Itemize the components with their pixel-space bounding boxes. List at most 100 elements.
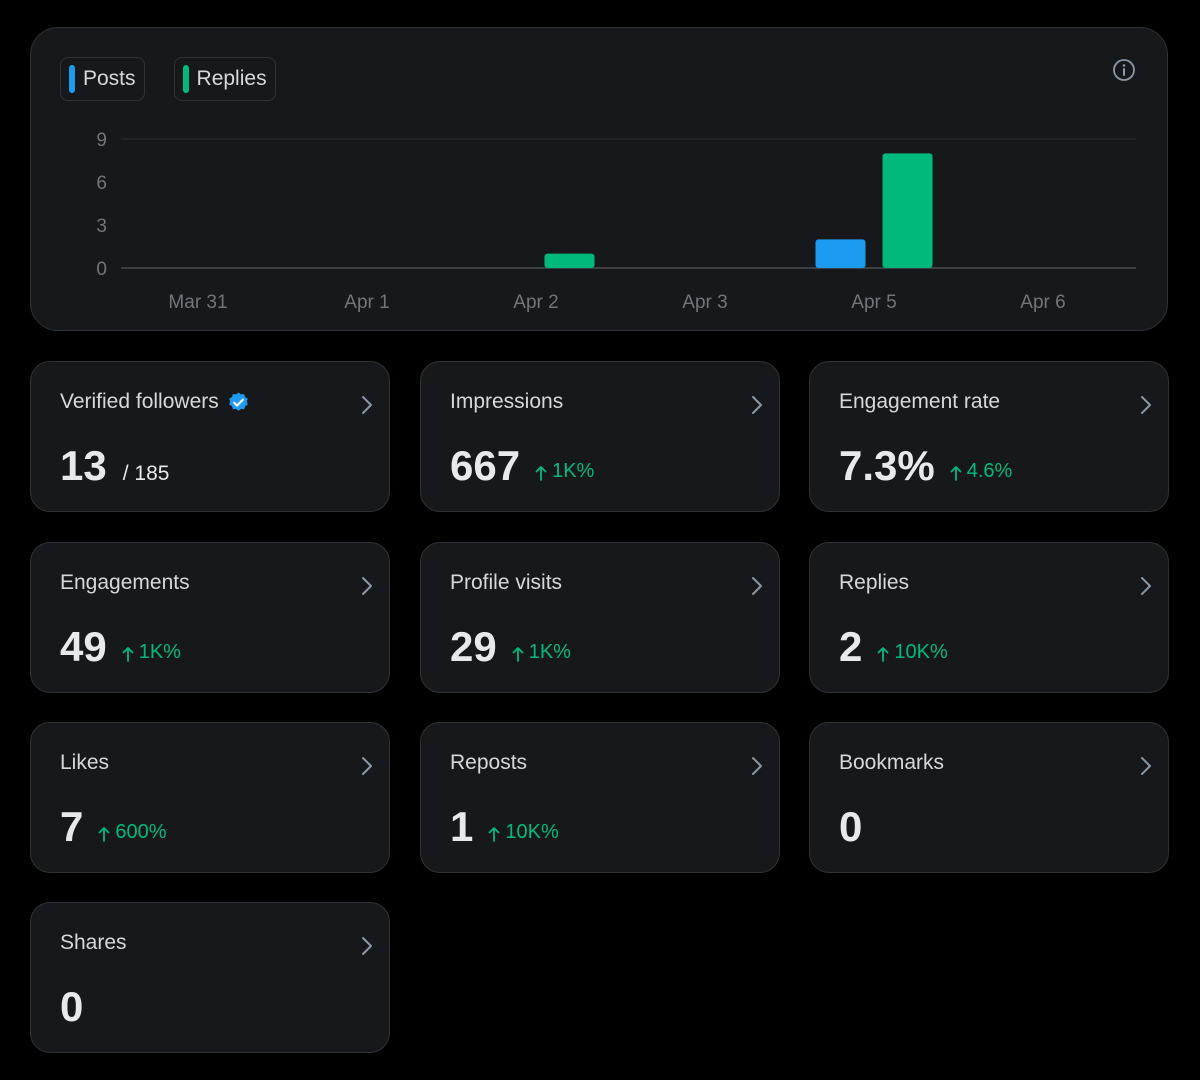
legend-label-replies: Replies bbox=[196, 67, 267, 90]
chevron-right-icon[interactable] bbox=[1139, 575, 1153, 597]
metric-value: 49 bbox=[60, 623, 107, 670]
metric-card-reposts[interactable]: Reposts 1 10K% bbox=[420, 722, 780, 873]
metric-value: 13 bbox=[60, 442, 107, 489]
metric-change-value: 1K% bbox=[138, 640, 181, 663]
activity-chart-card: 0 3 6 9 Mar 31 Apr 1 Apr 2 Apr 3 Apr 5 Apr 6 Post… bbox=[30, 27, 1168, 331]
metric-label: Engagement rate bbox=[839, 390, 1000, 414]
metric-value: 667 bbox=[450, 442, 521, 489]
metric-value: 0 bbox=[60, 983, 84, 1030]
arrow-up-icon bbox=[488, 827, 500, 842]
arrow-up-icon bbox=[877, 647, 889, 662]
metric-change: 10K% bbox=[876, 640, 948, 664]
metric-change-value: 10K% bbox=[505, 820, 559, 843]
metric-change-value: 4.6% bbox=[966, 459, 1013, 482]
metric-value: 29 bbox=[450, 623, 497, 670]
metric-label: Replies bbox=[839, 571, 909, 595]
metric-label-text: Replies bbox=[839, 571, 910, 594]
metric-value-row: 1 10K% bbox=[450, 803, 559, 851]
activity-chart: 0 3 6 9 Mar 31 Apr 1 Apr 2 Apr 3 Apr 5 Apr 6 bbox=[96, 130, 1136, 313]
metric-label: Impressions bbox=[450, 390, 563, 414]
metric-label-text: Reposts bbox=[450, 751, 528, 774]
legend-item-posts[interactable]: Posts bbox=[60, 57, 145, 101]
metric-change: 1K% bbox=[511, 641, 571, 664]
metric-label-text: Profile visits bbox=[450, 571, 563, 594]
metric-value: 2 bbox=[839, 623, 863, 670]
chevron-right-icon[interactable] bbox=[1139, 755, 1153, 777]
metric-value: 1 bbox=[450, 803, 474, 850]
metric-value-row: 49 1K% bbox=[60, 623, 181, 671]
x-tick-label: Apr 2 bbox=[513, 292, 558, 313]
metric-change: 1K% bbox=[121, 641, 181, 664]
verified-badge-icon bbox=[228, 391, 248, 411]
chevron-right-icon[interactable] bbox=[360, 935, 374, 957]
metric-change: 1K% bbox=[534, 460, 594, 483]
metric-change: 4.6% bbox=[949, 459, 1013, 483]
chevron-right-icon[interactable] bbox=[1139, 394, 1153, 416]
chevron-right-icon[interactable] bbox=[750, 575, 764, 597]
bar-replies-apr-2[interactable] bbox=[544, 253, 595, 268]
y-tick-label: 3 bbox=[96, 216, 107, 237]
legend-item-replies[interactable]: Replies bbox=[173, 57, 276, 101]
chevron-right-icon[interactable] bbox=[360, 575, 374, 597]
metric-label: Likes bbox=[60, 751, 109, 775]
arrow-up-icon bbox=[512, 647, 524, 662]
metric-card-engagements[interactable]: Engagements 49 1K% bbox=[30, 542, 390, 693]
x-tick-label: Apr 1 bbox=[344, 292, 389, 313]
x-tick-label: Apr 5 bbox=[851, 292, 896, 313]
chevron-right-icon[interactable] bbox=[750, 755, 764, 777]
metric-label-text: Shares bbox=[60, 931, 127, 954]
metric-label-text: Engagement rate bbox=[839, 390, 1001, 413]
metric-label-text: Bookmarks bbox=[839, 751, 945, 774]
arrow-up-icon bbox=[98, 827, 110, 842]
arrow-up-icon bbox=[535, 466, 547, 481]
legend-swatch-replies bbox=[182, 65, 189, 93]
metric-value-row: 667 1K% bbox=[450, 442, 594, 490]
metric-change-value: 1K% bbox=[528, 640, 571, 663]
metric-label: Verified followers bbox=[60, 390, 250, 414]
metric-change-value: 600% bbox=[115, 820, 167, 843]
arrow-up-icon bbox=[950, 466, 962, 481]
metric-card-shares[interactable]: Shares 0 bbox=[30, 902, 390, 1053]
metric-card-engagement-rate[interactable]: Engagement rate 7.3% 4.6% bbox=[809, 361, 1169, 512]
metric-value-row: 7 600% bbox=[60, 803, 167, 851]
y-tick-label: 9 bbox=[96, 130, 107, 151]
metric-label-text: Impressions bbox=[450, 390, 564, 413]
x-tick-label: Apr 3 bbox=[682, 292, 727, 313]
metric-value-row: 29 1K% bbox=[450, 623, 571, 671]
x-tick-label: Apr 6 bbox=[1020, 292, 1065, 313]
metric-value: 7.3% bbox=[839, 442, 935, 489]
metric-value-row: 7.3% 4.6% bbox=[839, 442, 1012, 490]
metric-value: 0 bbox=[839, 803, 863, 850]
metric-label: Engagements bbox=[60, 571, 190, 595]
metric-label-text: Verified followers bbox=[60, 390, 219, 413]
metric-value-row: 0 bbox=[839, 803, 862, 851]
metric-label-text: Engagements bbox=[60, 571, 190, 594]
legend-label-posts: Posts bbox=[83, 67, 136, 90]
chevron-right-icon[interactable] bbox=[750, 394, 764, 416]
arrow-up-icon bbox=[122, 647, 134, 662]
metric-card-likes[interactable]: Likes 7 600% bbox=[30, 722, 390, 873]
chevron-right-icon[interactable] bbox=[360, 394, 374, 416]
chart-legend: Posts Replies bbox=[60, 57, 276, 101]
metric-card-impressions[interactable]: Impressions 667 1K% bbox=[420, 361, 780, 512]
metric-value-row: 0 bbox=[60, 983, 83, 1031]
metric-card-profile-visits[interactable]: Profile visits 29 1K% bbox=[420, 542, 780, 693]
metric-label: Profile visits bbox=[450, 571, 562, 595]
metric-label-text: Likes bbox=[60, 751, 110, 774]
bar-posts-apr-5[interactable] bbox=[815, 239, 866, 268]
metric-card-bookmarks[interactable]: Bookmarks 0 bbox=[809, 722, 1169, 873]
metric-change-value: 10K% bbox=[894, 640, 948, 663]
metric-change: 10K% bbox=[487, 820, 559, 844]
metric-total: / 185 bbox=[122, 462, 170, 485]
metric-card-verified-followers[interactable]: Verified followers 13 / 185 bbox=[30, 361, 390, 512]
y-tick-label: 6 bbox=[96, 173, 107, 194]
bar-replies-apr-5[interactable] bbox=[882, 153, 933, 268]
metric-change-value: 1K% bbox=[552, 459, 595, 482]
metric-value: 7 bbox=[60, 803, 84, 850]
info-icon[interactable] bbox=[1112, 58, 1136, 82]
y-tick-label: 0 bbox=[96, 259, 107, 280]
chevron-right-icon[interactable] bbox=[360, 755, 374, 777]
metric-card-replies[interactable]: Replies 2 10K% bbox=[809, 542, 1169, 693]
metric-change: 600% bbox=[97, 820, 167, 844]
x-tick-label: Mar 31 bbox=[168, 292, 227, 313]
